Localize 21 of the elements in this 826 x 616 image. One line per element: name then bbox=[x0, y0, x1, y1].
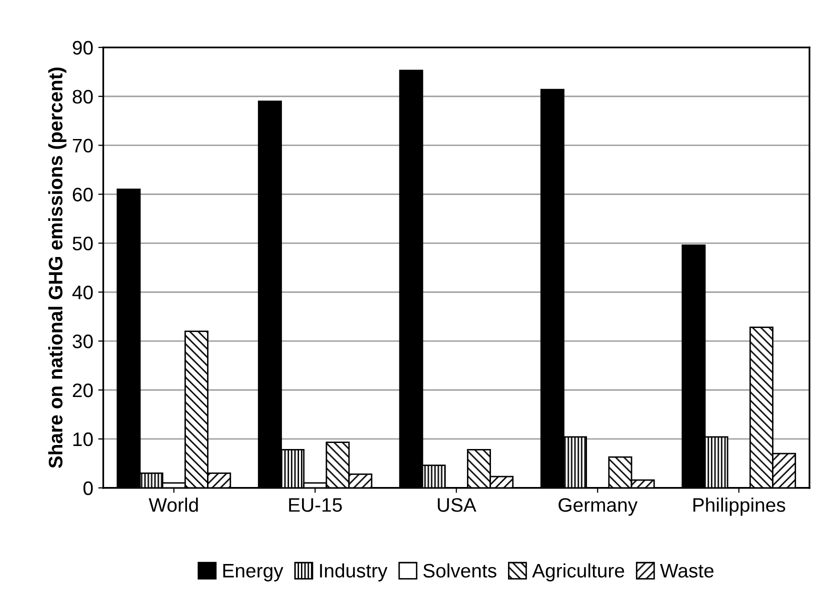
x-tick-label: EU-15 bbox=[289, 498, 342, 512]
legend-label: Waste bbox=[660, 564, 714, 578]
y-axis-title: Share on national GHG emissions (percent) bbox=[48, 68, 66, 468]
y-tick-label: 60 bbox=[72, 188, 93, 202]
y-tick-label: 0 bbox=[83, 481, 93, 496]
y-tick-label: 20 bbox=[72, 383, 93, 398]
y-tick-label: 70 bbox=[72, 138, 93, 153]
y-tick-label: 90 bbox=[72, 40, 93, 55]
x-tick-label: Philippines bbox=[693, 498, 786, 516]
x-tick-label: USA bbox=[438, 498, 476, 512]
y-tick-label: 50 bbox=[72, 236, 93, 250]
x-tick-label: World bbox=[148, 498, 198, 512]
y-tick-label: 10 bbox=[73, 432, 93, 446]
y-tick-label: 30 bbox=[72, 334, 93, 348]
x-tick-label: Germany bbox=[558, 498, 638, 516]
legend-label: Agriculture bbox=[532, 563, 624, 582]
y-tick-label: 80 bbox=[72, 90, 93, 104]
y-tick-label: 40 bbox=[72, 286, 93, 300]
legend-label: Energy bbox=[223, 564, 284, 582]
legend-label: Solvents bbox=[423, 563, 496, 578]
legend-label: Industry bbox=[320, 563, 388, 582]
